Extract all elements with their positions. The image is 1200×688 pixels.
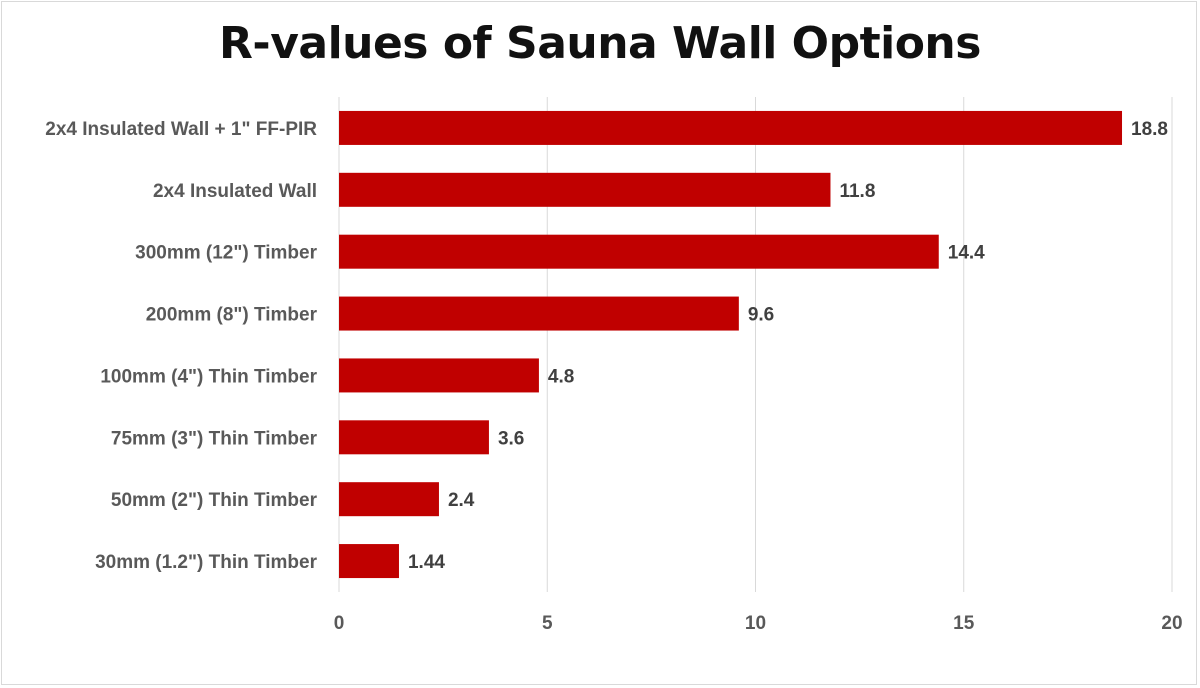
- data-label: 11.8: [839, 181, 875, 202]
- data-label: 3.6: [498, 428, 524, 449]
- category-label: 50mm (2") Thin Timber: [111, 490, 318, 511]
- bars: [339, 110, 1123, 579]
- chart-title: R-values of Sauna Wall Options: [219, 18, 981, 69]
- x-tick-label: 15: [953, 613, 975, 634]
- bar: [339, 172, 831, 207]
- category-label: 30mm (1.2") Thin Timber: [95, 552, 318, 573]
- x-tick-label: 0: [334, 613, 345, 634]
- category-labels: 2x4 Insulated Wall + 1" FF-PIR 2x4 Insula…: [45, 119, 317, 573]
- bar: [339, 420, 489, 455]
- bar: [339, 296, 739, 331]
- data-label: 18.8: [1131, 119, 1168, 140]
- data-labels: 18.8 11.8 14.4 9.6 4.8 3.6 2.4 1.44: [408, 119, 1168, 573]
- data-label: 9.6: [748, 305, 774, 326]
- bar: [339, 358, 539, 393]
- data-label: 14.4: [948, 243, 985, 264]
- category-label: 75mm (3") Thin Timber: [111, 428, 318, 449]
- gridlines: [338, 97, 1173, 592]
- data-label: 1.44: [408, 552, 445, 573]
- category-label: 300mm (12") Timber: [135, 243, 317, 264]
- data-label: 2.4: [448, 490, 475, 511]
- bar: [339, 110, 1123, 145]
- category-label: 100mm (4") Thin Timber: [100, 366, 317, 387]
- bar: [339, 544, 399, 579]
- x-tick-label: 5: [542, 613, 553, 634]
- bar: [339, 482, 439, 517]
- x-tick-label: 20: [1161, 613, 1182, 634]
- category-label: 200mm (8") Timber: [146, 305, 318, 326]
- category-label: 2x4 Insulated Wall + 1" FF-PIR: [45, 119, 317, 140]
- data-label: 4.8: [548, 366, 574, 387]
- x-tick-label: 10: [745, 613, 766, 634]
- bar: [339, 234, 939, 269]
- category-label: 2x4 Insulated Wall: [153, 181, 317, 202]
- x-axis-tick-labels: 0 5 10 15 20: [334, 613, 1183, 634]
